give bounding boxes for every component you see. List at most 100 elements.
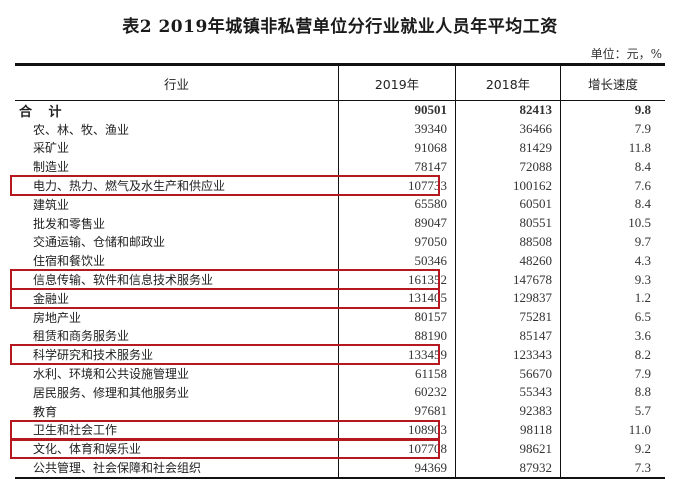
growth-rate: 11.8 (560, 138, 665, 158)
header-2019: 2019年 (338, 66, 455, 100)
wage-2018: 88508 (455, 232, 560, 252)
growth-rate: 9.3 (560, 270, 665, 289)
wage-2019: 94369 (338, 458, 455, 477)
growth-rate: 9.2 (560, 439, 665, 459)
wage-2019: 90501 (338, 101, 455, 120)
industry-name: 采矿业 (33, 141, 70, 156)
wage-2019: 97050 (338, 232, 455, 252)
unit-note: 单位：元，% (590, 47, 662, 61)
table-row: 制造业 78147 72088 8.4 (15, 157, 665, 177)
table-row: 信息传输、软件和信息技术服务业 161352 147678 9.3 (15, 270, 665, 289)
industry-name: 租赁和商务服务业 (33, 329, 130, 344)
growth-rate: 7.6 (560, 176, 665, 195)
table-title: 表2 2019年城镇非私营单位分行业就业人员年平均工资 (122, 17, 558, 37)
wage-2019: 91068 (338, 138, 455, 158)
header-industry: 行业 (163, 76, 189, 92)
header-2018: 2018年 (455, 66, 560, 100)
industry-name: 建筑业 (33, 197, 70, 212)
growth-rate: 9.8 (560, 101, 665, 120)
table-row: 房地产业 80157 75281 6.5 (15, 307, 665, 327)
growth-rate: 11.0 (560, 420, 665, 440)
growth-rate: 3.6 (560, 326, 665, 346)
growth-rate: 8.4 (560, 157, 665, 177)
table-row: 交通运输、仓储和邮政业 97050 88508 9.7 (15, 232, 665, 252)
wage-2018: 60501 (455, 194, 560, 214)
wage-2018: 80551 (455, 213, 560, 233)
growth-rate: 7.9 (560, 119, 665, 139)
wage-2019: 88190 (338, 326, 455, 346)
wage-2018: 92383 (455, 401, 560, 421)
wage-2018: 82413 (455, 101, 560, 120)
wage-2018: 129837 (455, 288, 560, 308)
table-row: 批发和零售业 89047 80551 10.5 (15, 213, 665, 233)
wage-2018: 147678 (455, 270, 560, 289)
table-row: 采矿业 91068 81429 11.8 (15, 138, 665, 158)
growth-rate: 1.2 (560, 288, 665, 308)
table-row: 科学研究和技术服务业 133459 123343 8.2 (15, 345, 665, 365)
wage-2019: 97681 (338, 401, 455, 421)
wage-2018: 75281 (455, 307, 560, 327)
wage-2018: 98118 (455, 420, 560, 440)
wage-2018: 36466 (455, 119, 560, 139)
table-row: 建筑业 65580 60501 8.4 (15, 194, 665, 214)
header-growth: 增长速度 (560, 66, 665, 100)
growth-rate: 6.5 (560, 307, 665, 327)
industry-name: 电力、热力、燃气及水生产和供应业 (33, 179, 226, 194)
wage-2019: 60232 (338, 382, 455, 402)
wage-2018: 100162 (455, 176, 560, 195)
industry-name: 住宿和餐饮业 (33, 254, 106, 269)
table-row: 文化、体育和娱乐业 107708 98621 9.2 (15, 439, 665, 459)
wage-2018: 55343 (455, 382, 560, 402)
wage-2019: 78147 (338, 157, 455, 177)
table-row: 住宿和餐饮业 50346 48260 4.3 (15, 251, 665, 271)
wage-2018: 56670 (455, 364, 560, 383)
wage-2019: 61158 (338, 364, 455, 383)
industry-name: 合 计 (19, 104, 68, 120)
growth-rate: 9.7 (560, 232, 665, 252)
table-row: 卫生和社会工作 108903 98118 11.0 (15, 420, 665, 440)
wage-2018: 87932 (455, 458, 560, 477)
table-row: 水利、环境和公共设施管理业 61158 56670 7.9 (15, 364, 665, 383)
industry-name: 房地产业 (33, 310, 82, 325)
growth-rate: 7.9 (560, 364, 665, 383)
industry-name: 教育 (33, 404, 58, 419)
wage-2019: 65580 (338, 194, 455, 214)
industry-name: 卫生和社会工作 (33, 423, 118, 438)
table-row: 公共管理、社会保障和社会组织 94369 87932 7.3 (15, 458, 665, 477)
growth-rate: 5.7 (560, 401, 665, 421)
wage-2019: 133459 (338, 345, 455, 365)
table-row: 租赁和商务服务业 88190 85147 3.6 (15, 326, 665, 346)
wage-2019: 80157 (338, 307, 455, 327)
growth-rate: 10.5 (560, 213, 665, 233)
growth-rate: 7.3 (560, 458, 665, 477)
wage-2019: 131405 (338, 288, 455, 308)
industry-name: 居民服务、修理和其他服务业 (33, 385, 190, 400)
wage-2019: 107733 (338, 176, 455, 195)
wage-2018: 48260 (455, 251, 560, 271)
table-row: 农、林、牧、渔业 39340 36466 7.9 (15, 119, 665, 139)
industry-name: 农、林、牧、渔业 (33, 122, 130, 137)
bottom-rule (15, 476, 665, 480)
industry-name: 制造业 (33, 160, 70, 175)
industry-name: 水利、环境和公共设施管理业 (33, 367, 190, 382)
wage-2019: 107708 (338, 439, 455, 459)
industry-name: 交通运输、仓储和邮政业 (33, 235, 166, 250)
wage-2019: 108903 (338, 420, 455, 440)
table-header: 行业 2019年 2018年 增长速度 (15, 66, 665, 101)
wage-table: 行业 2019年 2018年 增长速度 合 计 90501 82413 9.8 … (10, 63, 665, 480)
table-body: 合 计 90501 82413 9.8 农、林、牧、渔业 39340 36466 7.… (10, 101, 665, 477)
industry-name: 批发和零售业 (33, 216, 106, 231)
wage-2019: 161352 (338, 270, 455, 289)
table-row: 金融业 131405 129837 1.2 (15, 288, 665, 308)
wage-2018: 123343 (455, 345, 560, 365)
wage-2019: 39340 (338, 119, 455, 139)
wage-2018: 72088 (455, 157, 560, 177)
industry-name: 科学研究和技术服务业 (33, 348, 154, 363)
industry-name: 文化、体育和娱乐业 (33, 442, 142, 457)
wage-2018: 81429 (455, 138, 560, 158)
wage-2019: 89047 (338, 213, 455, 233)
table-row: 教育 97681 92383 5.7 (15, 401, 665, 421)
table-row: 居民服务、修理和其他服务业 60232 55343 8.8 (15, 382, 665, 402)
wage-2018: 98621 (455, 439, 560, 459)
wage-2018: 85147 (455, 326, 560, 346)
